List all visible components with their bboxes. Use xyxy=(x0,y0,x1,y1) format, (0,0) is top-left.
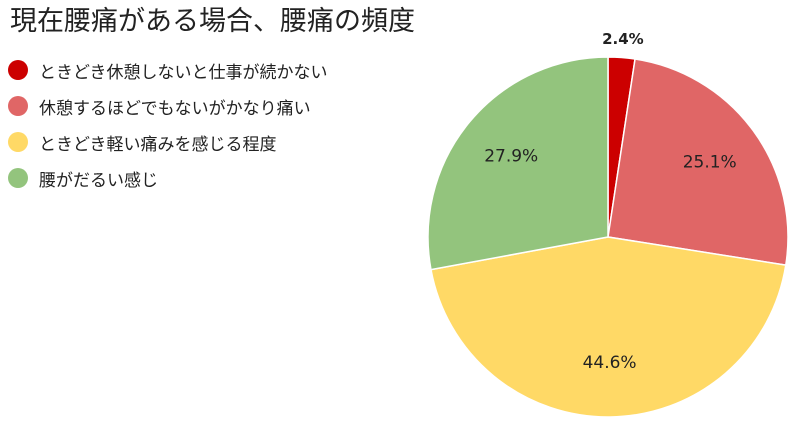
slice-label: 2.4% xyxy=(602,30,644,48)
legend-swatch xyxy=(8,96,28,116)
legend-item: ときどき軽い痛みを感じる程度 xyxy=(8,124,328,160)
legend-swatch xyxy=(8,168,28,188)
legend-item: 腰がだるい感じ xyxy=(8,160,328,196)
pie-slice xyxy=(430,236,787,418)
slice-label: 44.6% xyxy=(583,353,637,373)
legend: ときどき休憩しないと仕事が続かない 休憩するほどでもないがかなり痛い ときどき軽… xyxy=(8,52,328,196)
legend-swatch xyxy=(8,132,28,152)
legend-label: 休憩するほどでもないがかなり痛い xyxy=(39,98,311,119)
legend-item: ときどき休憩しないと仕事が続かない xyxy=(8,52,328,88)
legend-label: 腰がだるい感じ xyxy=(39,170,158,191)
slice-label: 25.1% xyxy=(683,153,737,173)
legend-label: ときどき軽い痛みを感じる程度 xyxy=(39,134,277,155)
legend-item: 休憩するほどでもないがかなり痛い xyxy=(8,88,328,124)
slice-label: 27.9% xyxy=(484,146,538,166)
chart-title: 現在腰痛がある場合、腰痛の頻度 xyxy=(10,6,415,37)
pie-slice xyxy=(427,56,609,271)
pie-slice xyxy=(607,58,789,267)
legend-swatch xyxy=(8,60,28,80)
legend-label: ときどき休憩しないと仕事が続かない xyxy=(39,62,328,83)
